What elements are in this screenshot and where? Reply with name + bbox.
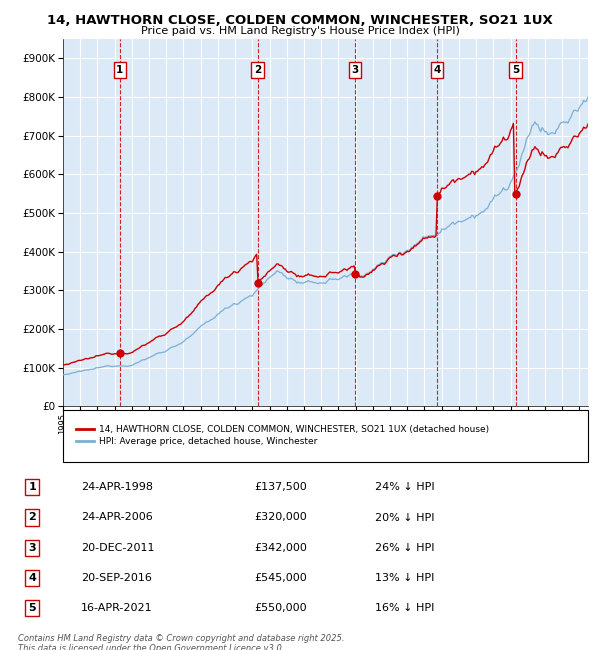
Text: 3: 3 <box>28 543 36 552</box>
Text: 16-APR-2021: 16-APR-2021 <box>81 603 153 613</box>
FancyBboxPatch shape <box>63 410 588 462</box>
Text: 4: 4 <box>433 65 440 75</box>
Text: Price paid vs. HM Land Registry's House Price Index (HPI): Price paid vs. HM Land Registry's House … <box>140 26 460 36</box>
Text: £137,500: £137,500 <box>254 482 307 492</box>
Text: 24% ↓ HPI: 24% ↓ HPI <box>375 482 434 492</box>
Text: 13% ↓ HPI: 13% ↓ HPI <box>375 573 434 583</box>
Text: £550,000: £550,000 <box>254 603 307 613</box>
Text: 5: 5 <box>28 603 36 613</box>
Text: 4: 4 <box>28 573 36 583</box>
Text: 14, HAWTHORN CLOSE, COLDEN COMMON, WINCHESTER, SO21 1UX: 14, HAWTHORN CLOSE, COLDEN COMMON, WINCH… <box>47 14 553 27</box>
Text: 24-APR-1998: 24-APR-1998 <box>81 482 153 492</box>
Text: Contains HM Land Registry data © Crown copyright and database right 2025.
This d: Contains HM Land Registry data © Crown c… <box>18 634 344 650</box>
Text: 2: 2 <box>254 65 261 75</box>
Text: £545,000: £545,000 <box>254 573 307 583</box>
Text: 26% ↓ HPI: 26% ↓ HPI <box>375 543 434 552</box>
Text: £320,000: £320,000 <box>254 512 307 523</box>
Text: 20% ↓ HPI: 20% ↓ HPI <box>375 512 434 523</box>
Text: 1: 1 <box>116 65 124 75</box>
Text: 20-SEP-2016: 20-SEP-2016 <box>81 573 152 583</box>
Text: 2: 2 <box>28 512 36 523</box>
Legend: 14, HAWTHORN CLOSE, COLDEN COMMON, WINCHESTER, SO21 1UX (detached house), HPI: A: 14, HAWTHORN CLOSE, COLDEN COMMON, WINCH… <box>73 421 493 450</box>
Text: 3: 3 <box>352 65 359 75</box>
Text: 5: 5 <box>512 65 519 75</box>
Text: 24-APR-2006: 24-APR-2006 <box>81 512 153 523</box>
Text: 1: 1 <box>28 482 36 492</box>
Text: 16% ↓ HPI: 16% ↓ HPI <box>375 603 434 613</box>
Text: £342,000: £342,000 <box>254 543 307 552</box>
Text: 20-DEC-2011: 20-DEC-2011 <box>81 543 155 552</box>
